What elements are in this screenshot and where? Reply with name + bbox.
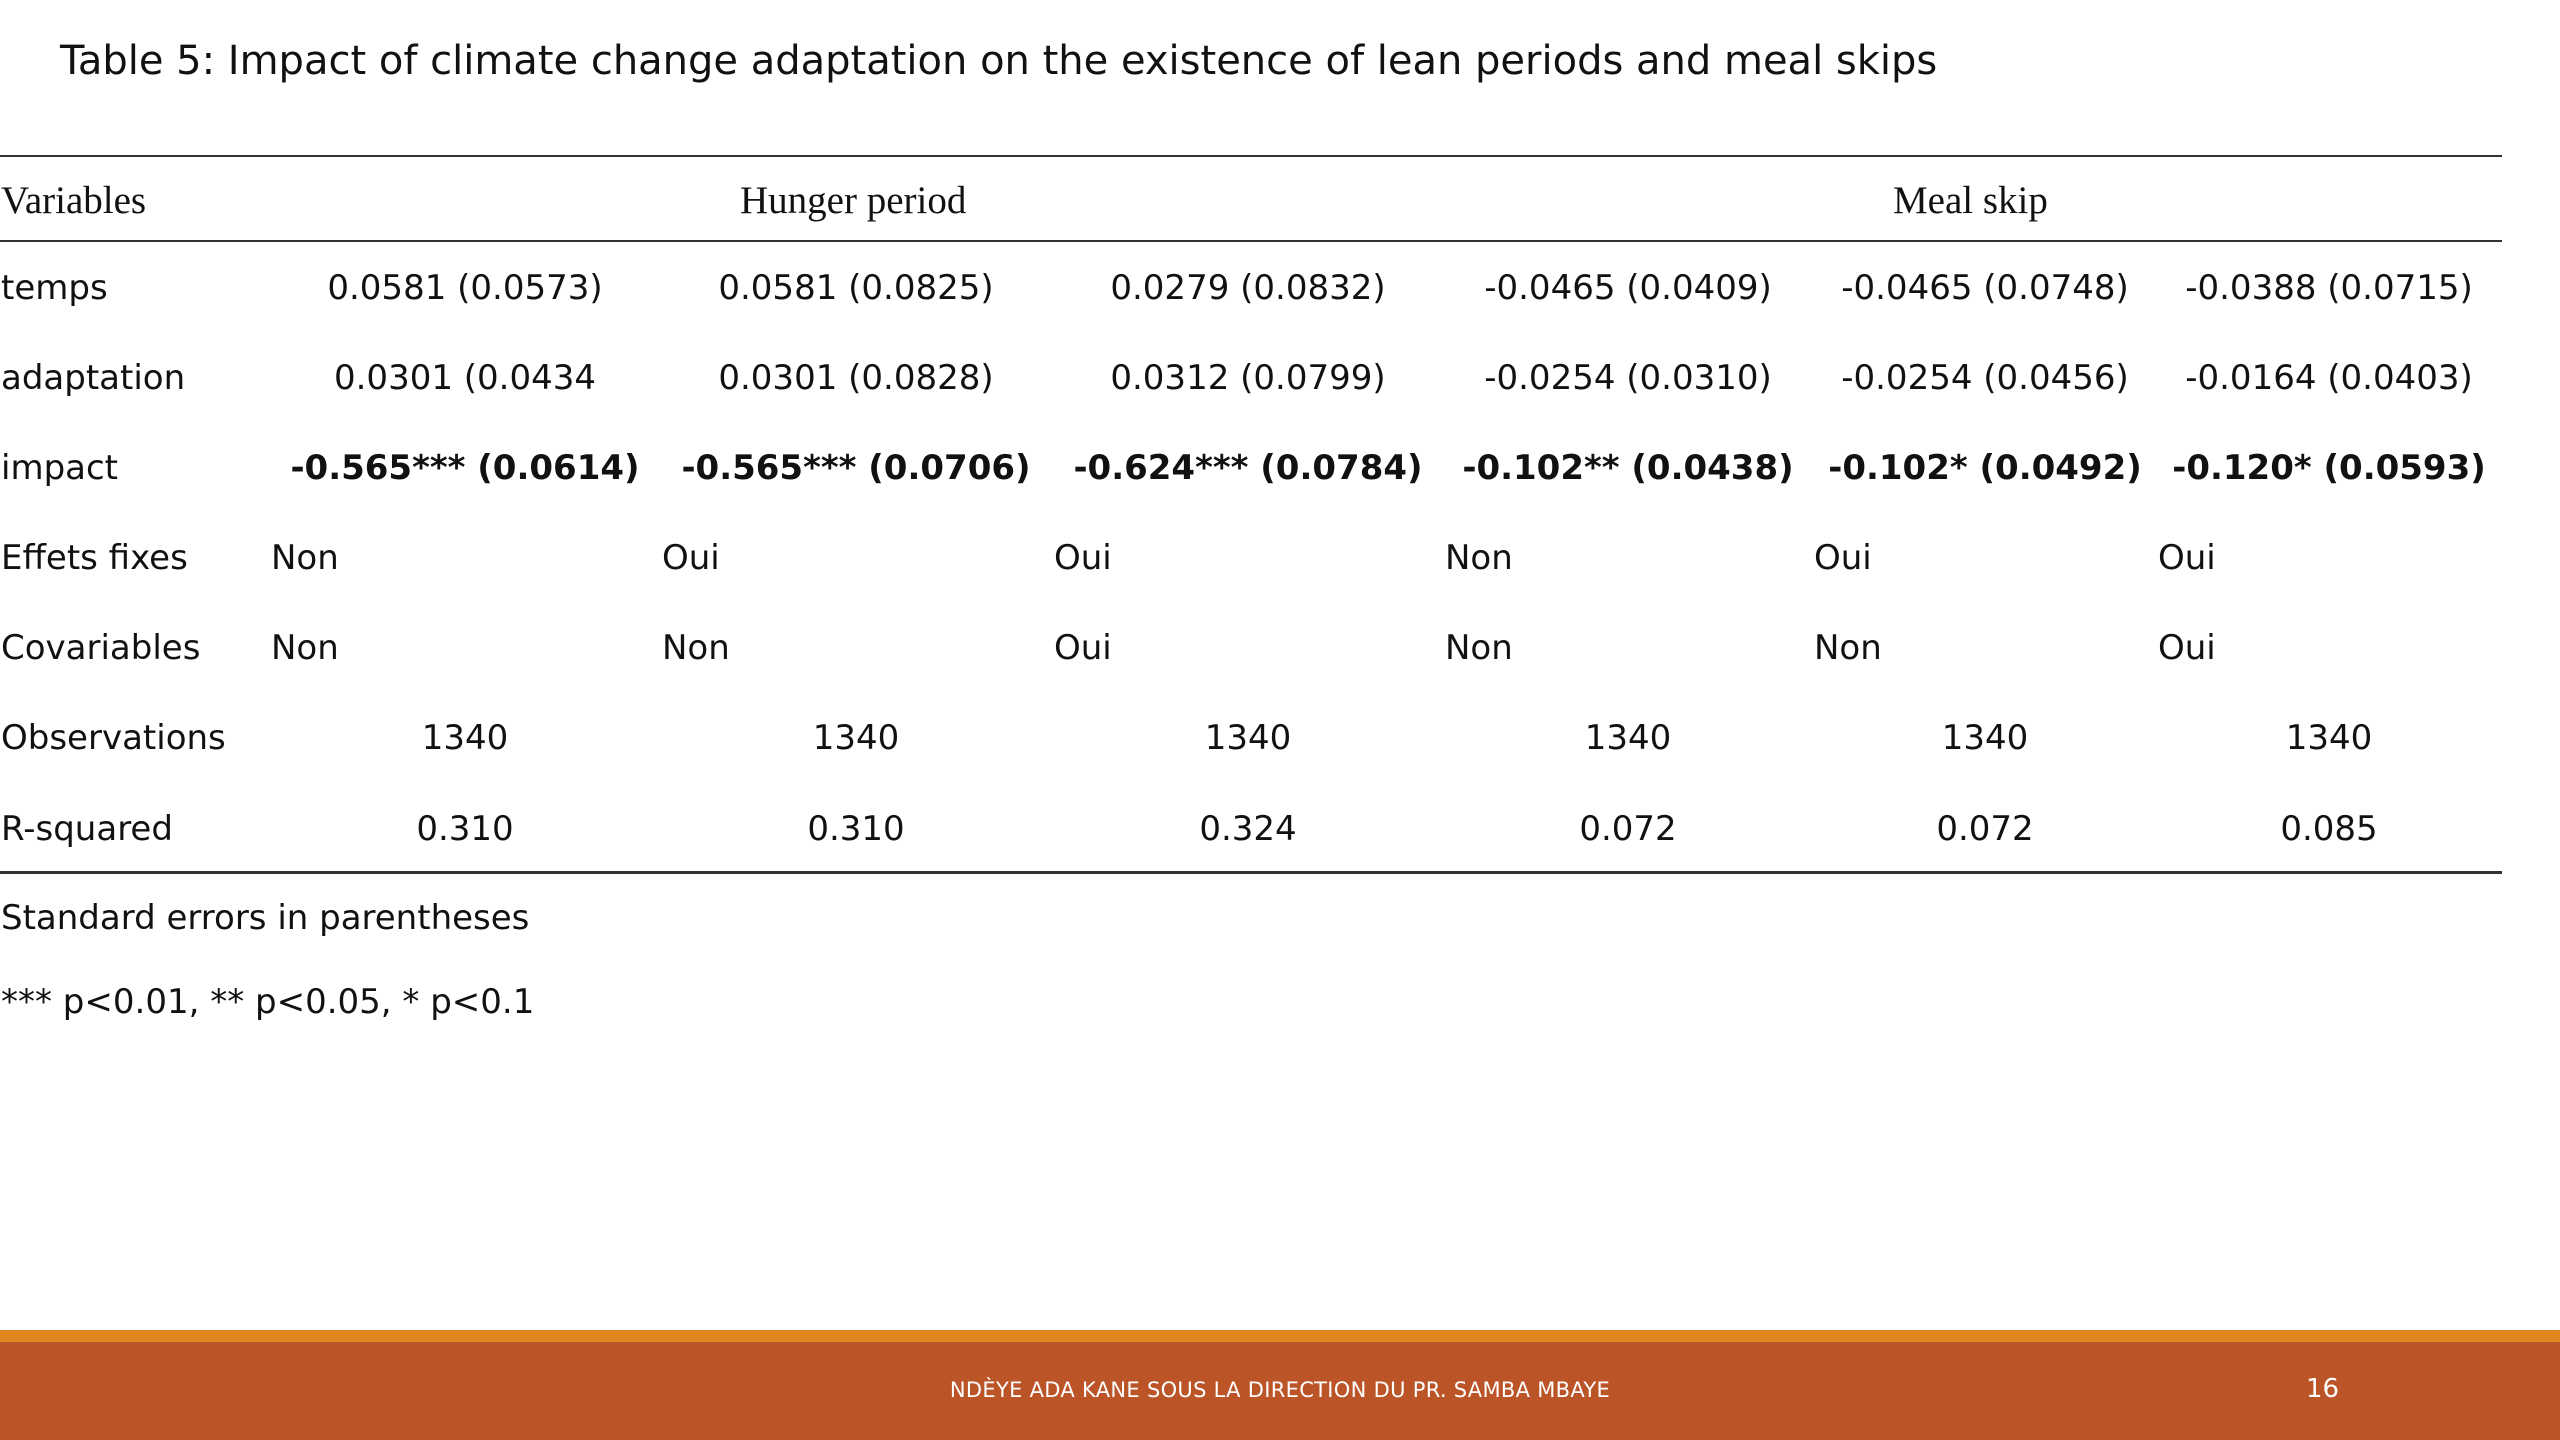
table-cell: 0.0581 (0.0825)	[718, 268, 994, 308]
table-cell: Non	[1814, 628, 1882, 668]
table-cell: 1340	[1204, 718, 1292, 758]
footer-accent-stripe	[0, 1330, 2560, 1342]
table-cell: 0.310	[416, 809, 514, 849]
table-cell: Oui	[2158, 628, 2216, 668]
table-cell: 0.072	[1579, 809, 1677, 849]
row-label: Effets fixes	[1, 538, 188, 578]
table-header-rule	[0, 240, 2502, 242]
page-number: 16	[2306, 1374, 2340, 1404]
header-hunger-period: Hunger period	[740, 179, 967, 222]
table-row: Observations 1340 1340 1340 1340 1340 1340	[0, 708, 2502, 768]
row-label: impact	[1, 448, 119, 488]
table-cell: 0.085	[2280, 809, 2378, 849]
table-row: Covariables Non Non Oui Non Non Oui	[0, 618, 2502, 678]
table-cell: Non	[271, 538, 339, 578]
slide-title: Table 5: Impact of climate change adapta…	[60, 38, 1938, 84]
table-cell: Non	[271, 628, 339, 668]
table-row: R-squared 0.310 0.310 0.324 0.072 0.072 0.085	[0, 799, 2502, 859]
table-cell: 1340	[812, 718, 900, 758]
table-cell: -0.565*** (0.0614)	[290, 448, 640, 488]
row-label: R-squared	[1, 809, 173, 849]
table-row: Effets fixes Non Oui Oui Non Oui Oui	[0, 528, 2502, 588]
table-top-rule	[0, 155, 2502, 157]
table-cell: Oui	[1054, 538, 1112, 578]
table-cell: -0.120* (0.0593)	[2172, 448, 2486, 488]
table-cell: -0.0254 (0.0456)	[1841, 358, 2129, 398]
table-cell: Non	[662, 628, 730, 668]
table-cell: Oui	[1054, 628, 1112, 668]
table-cell: -0.102** (0.0438)	[1462, 448, 1794, 488]
table-row: adaptation 0.0301 (0.0434 0.0301 (0.0828) 0…	[0, 348, 2502, 408]
table-cell: 0.0581 (0.0573)	[327, 268, 603, 308]
row-label: temps	[1, 268, 108, 308]
table-cell: 0.072	[1936, 809, 2034, 849]
table-cell: -0.624*** (0.0784)	[1073, 448, 1423, 488]
table-cell: 0.0279 (0.0832)	[1110, 268, 1386, 308]
table-cell: -0.0164 (0.0403)	[2185, 358, 2473, 398]
table-cell: Oui	[2158, 538, 2216, 578]
table-cell: -0.102* (0.0492)	[1828, 448, 2142, 488]
table-cell: 1340	[2285, 718, 2373, 758]
table-cell: 1340	[1941, 718, 2029, 758]
header-meal-skip: Meal skip	[1893, 179, 2048, 222]
standard-errors-note: Standard errors in parentheses	[1, 898, 530, 938]
table-cell: -0.0465 (0.0748)	[1841, 268, 2129, 308]
table-cell: Non	[1445, 538, 1513, 578]
table-cell: 0.310	[807, 809, 905, 849]
table-bottom-rule	[0, 871, 2502, 874]
table-row: impact -0.565*** (0.0614) -0.565*** (0.070…	[0, 438, 2502, 498]
table-cell: -0.565*** (0.0706)	[681, 448, 1031, 488]
table-cell: 1340	[1584, 718, 1672, 758]
table-cell: 0.324	[1199, 809, 1297, 849]
header-variables: Variables	[1, 179, 147, 222]
row-label: Covariables	[1, 628, 201, 668]
table-cell: 0.0301 (0.0434	[333, 358, 597, 398]
row-label: Observations	[1, 718, 226, 758]
table-cell: Non	[1445, 628, 1513, 668]
table-cell: Oui	[662, 538, 720, 578]
table-cell: 1340	[421, 718, 509, 758]
table-row: temps 0.0581 (0.0573) 0.0581 (0.0825) 0.027…	[0, 258, 2502, 318]
footer-author-text: NDÈYE ADA KANE SOUS LA DIRECTION DU PR. …	[949, 1378, 1611, 1402]
table-cell: -0.0465 (0.0409)	[1484, 268, 1772, 308]
row-label: adaptation	[1, 358, 186, 398]
table-cell: 0.0301 (0.0828)	[718, 358, 994, 398]
footer-bar	[0, 1342, 2560, 1440]
table-cell: 0.0312 (0.0799)	[1110, 358, 1386, 398]
significance-note: *** p<0.01, ** p<0.05, * p<0.1	[1, 982, 535, 1022]
table-cell: -0.0254 (0.0310)	[1484, 358, 1772, 398]
table-cell: Oui	[1814, 538, 1872, 578]
table-cell: -0.0388 (0.0715)	[2185, 268, 2473, 308]
